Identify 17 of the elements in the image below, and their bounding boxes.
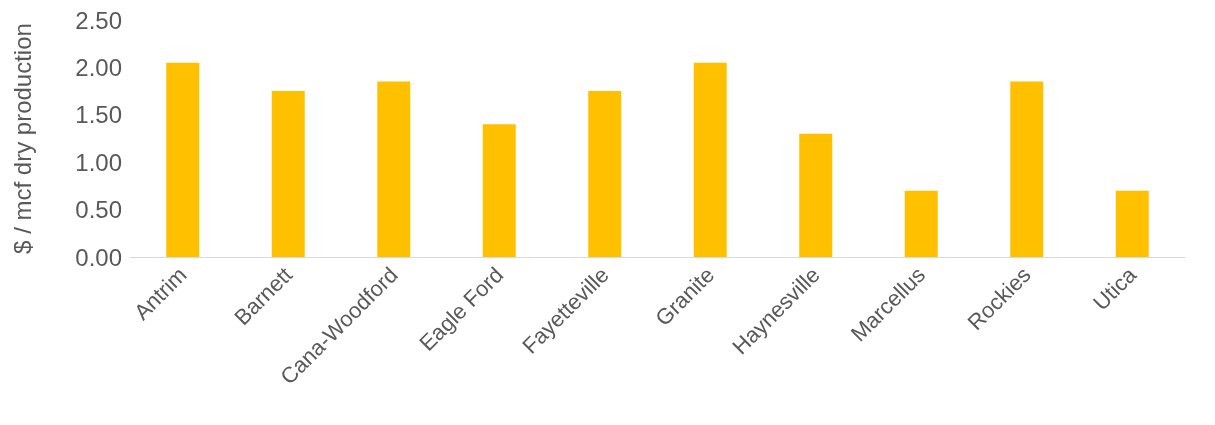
bar [1010, 81, 1044, 257]
y-axis-title: $ / mcf dry production [8, 23, 36, 254]
bar [166, 62, 200, 257]
y-tick-label: 2.50 [75, 6, 122, 34]
bar [482, 124, 516, 257]
bar [799, 133, 833, 257]
bar [904, 190, 938, 257]
y-tick-label: 1.00 [75, 148, 122, 176]
bar [1115, 190, 1149, 257]
y-tick-label: 2.00 [75, 53, 122, 81]
bar [377, 81, 411, 257]
bar [271, 91, 305, 257]
bar [588, 91, 622, 257]
bar [693, 62, 727, 257]
y-tick-label: 0.00 [75, 243, 122, 271]
y-tick-label: 1.50 [75, 101, 122, 129]
y-tick-label: 0.50 [75, 196, 122, 224]
